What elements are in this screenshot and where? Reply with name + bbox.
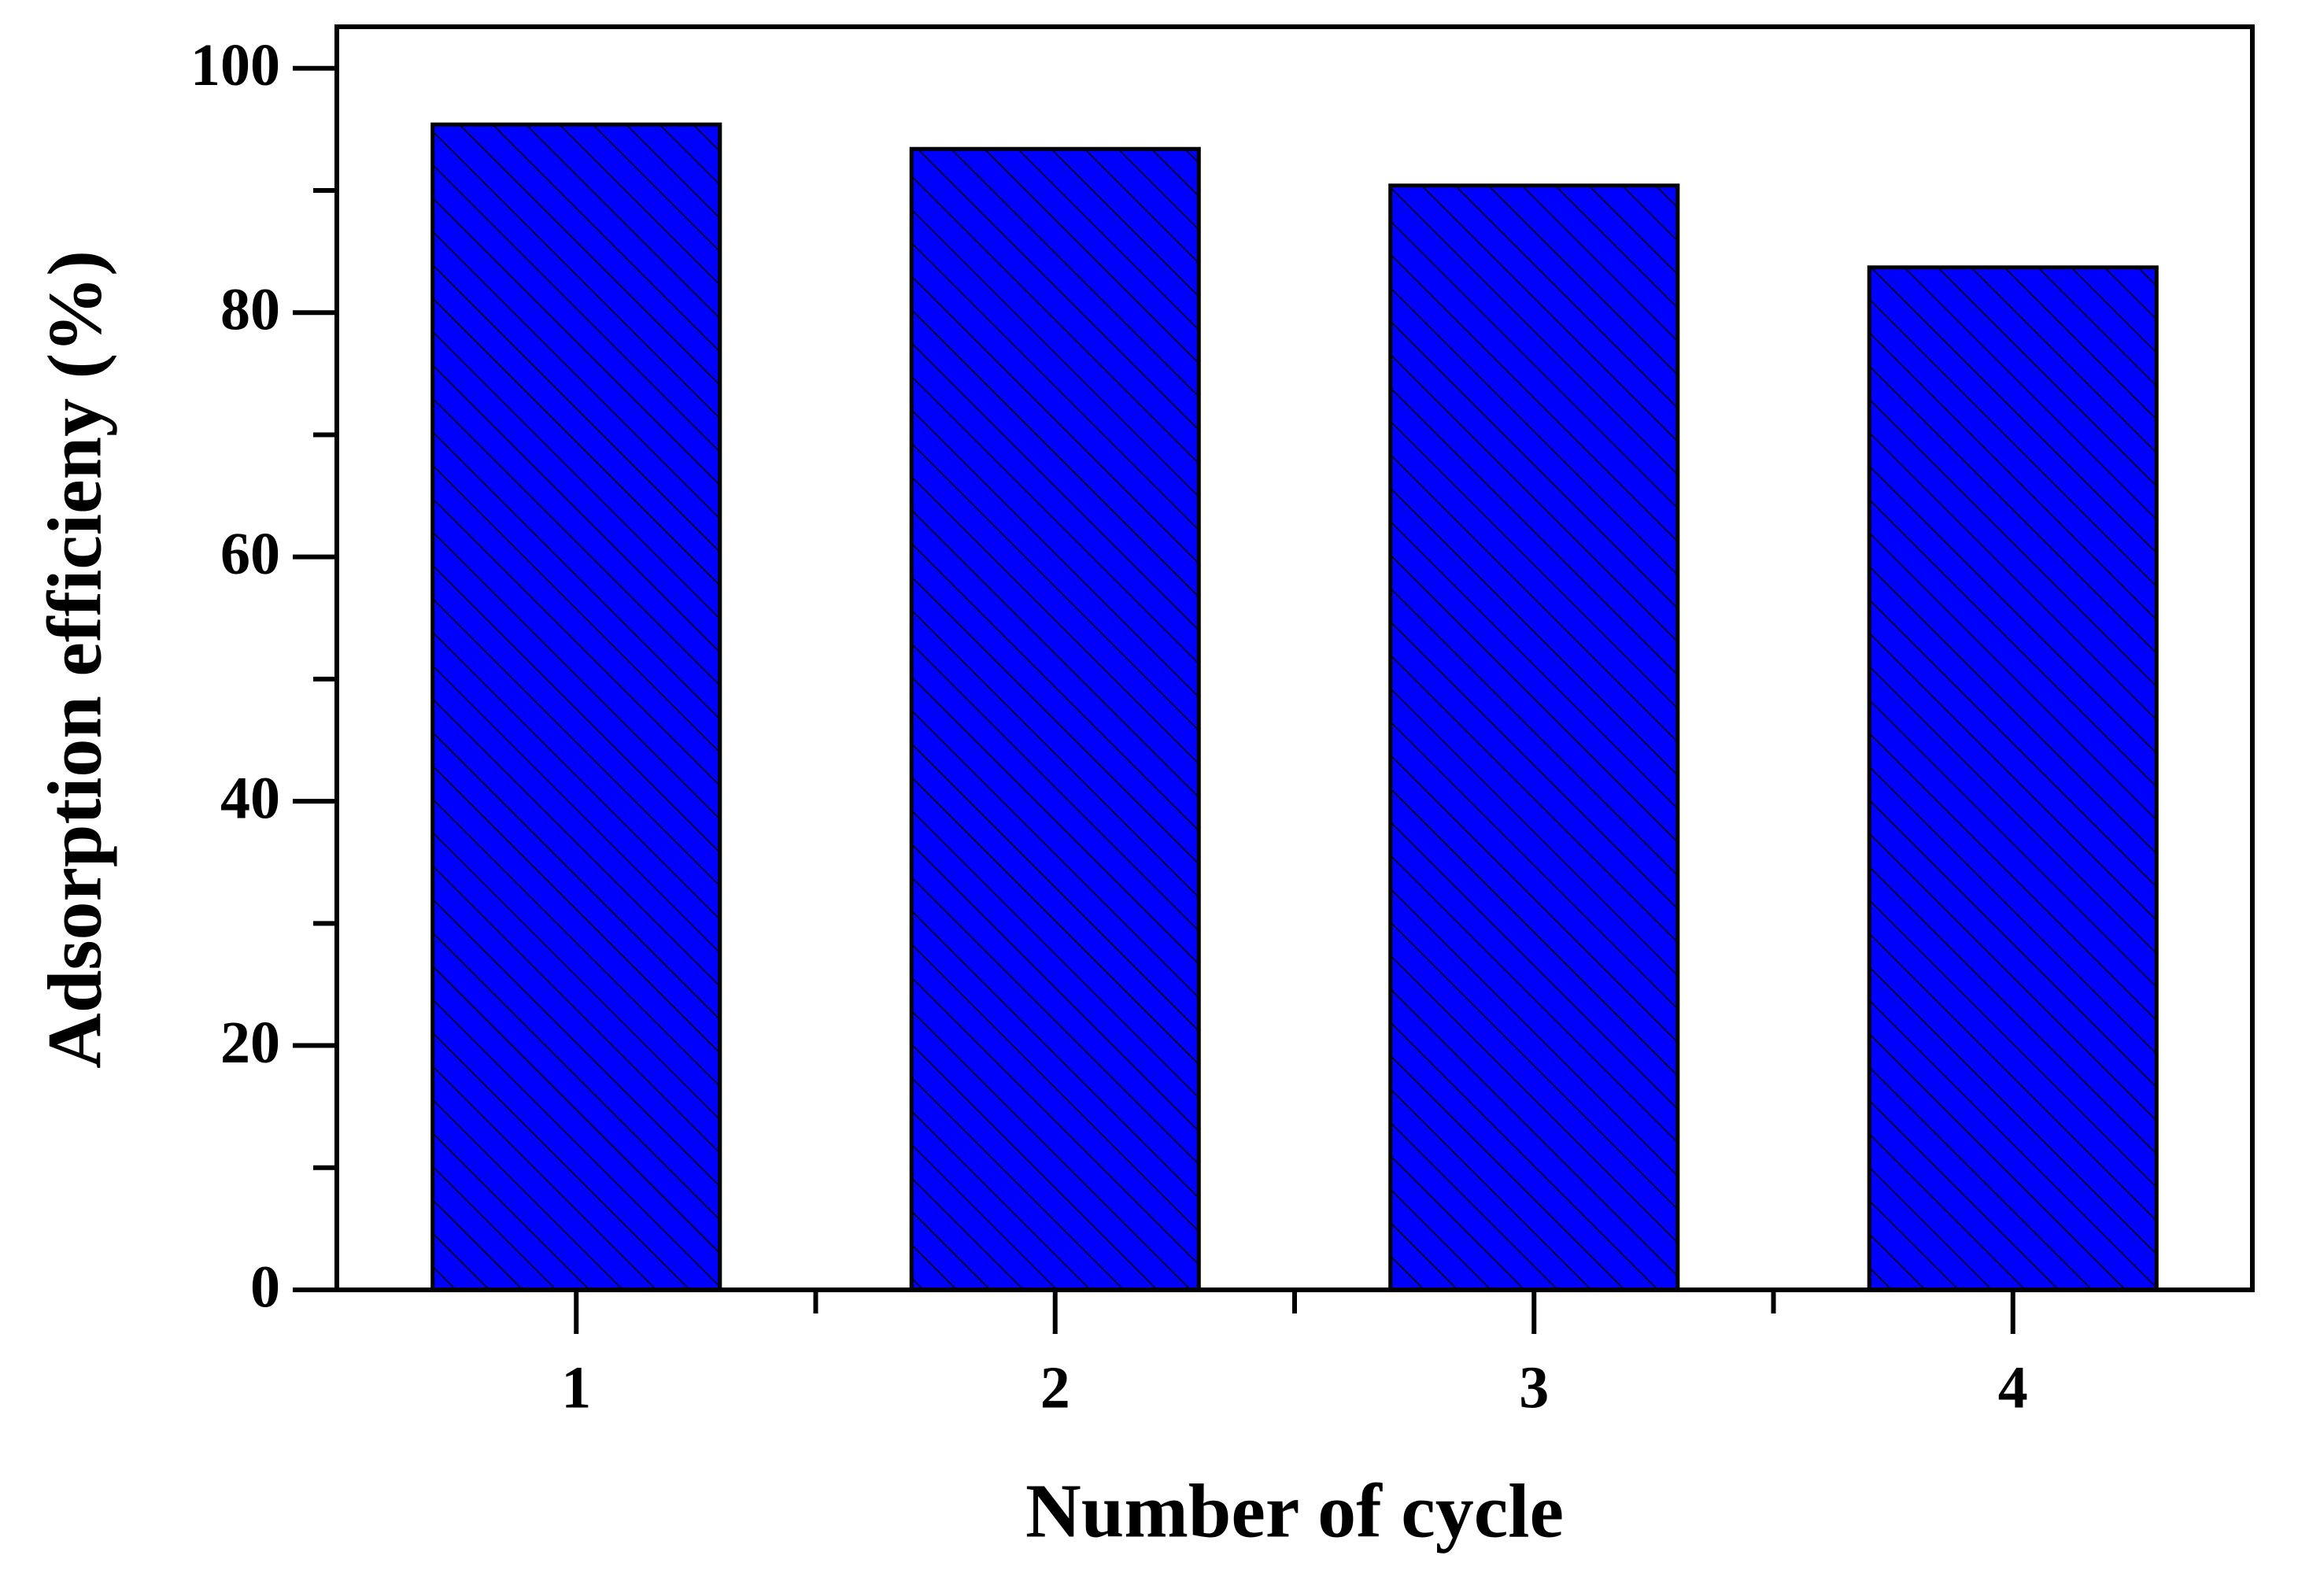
y-tick-label: 100 xyxy=(190,32,280,98)
y-tick-label: 80 xyxy=(220,277,280,343)
plot-frame xyxy=(334,24,2255,1292)
x-tick-label: 2 xyxy=(1040,1354,1070,1421)
y-axis-title: Adsorption efficieny (%) xyxy=(32,250,117,1069)
bar xyxy=(909,146,1201,1292)
x-tick-label: 1 xyxy=(561,1354,591,1421)
bar xyxy=(1867,265,2159,1292)
bar xyxy=(1388,183,1680,1292)
x-tick-label: 4 xyxy=(1998,1354,2028,1421)
y-tick-label: 0 xyxy=(250,1254,280,1320)
y-tick-label: 60 xyxy=(220,521,280,587)
bar xyxy=(430,122,722,1292)
x-axis-title: Number of cycle xyxy=(1025,1469,1564,1554)
y-tick-label: 40 xyxy=(220,766,280,832)
x-tick-label: 3 xyxy=(1519,1354,1549,1421)
y-tick-label: 20 xyxy=(220,1010,280,1076)
